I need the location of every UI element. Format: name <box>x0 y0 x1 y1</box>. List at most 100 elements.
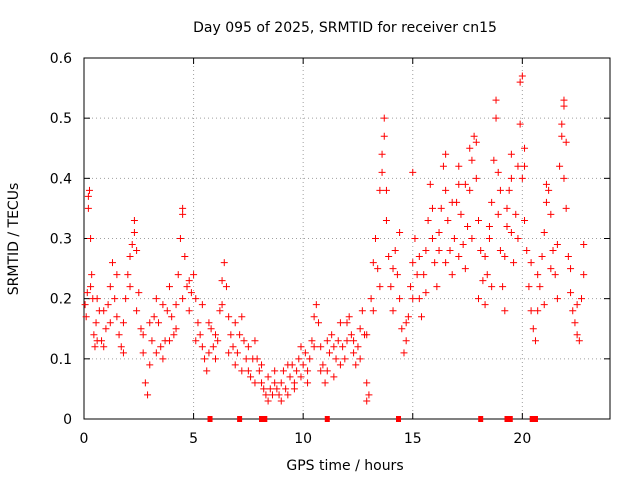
data-point <box>435 228 443 236</box>
data-point <box>448 271 456 279</box>
y-tick-label: 0.6 <box>50 51 72 67</box>
data-point <box>505 186 513 194</box>
data-point <box>135 289 143 297</box>
data-point <box>258 379 266 387</box>
data-point <box>402 319 410 327</box>
data-point <box>82 313 90 321</box>
data-point <box>540 301 548 309</box>
data-point <box>396 228 404 236</box>
zero-marker <box>324 416 330 422</box>
data-point <box>564 253 572 261</box>
data-point <box>304 367 312 375</box>
data-point <box>273 385 281 393</box>
data-point <box>470 132 478 140</box>
data-point <box>146 361 154 369</box>
data-point <box>317 367 325 375</box>
data-point <box>88 271 96 279</box>
data-point <box>518 72 526 80</box>
data-point <box>207 325 215 333</box>
data-point <box>214 337 222 345</box>
data-point <box>376 186 384 194</box>
data-point <box>494 210 502 218</box>
data-point <box>345 313 353 321</box>
data-point <box>488 283 496 291</box>
data-point <box>352 361 360 369</box>
y-tick-label: 0.1 <box>50 352 72 368</box>
data-point <box>542 198 550 206</box>
data-point <box>264 373 272 381</box>
data-point <box>514 235 522 242</box>
data-point <box>330 343 338 351</box>
data-point <box>448 198 456 206</box>
data-point <box>150 313 158 321</box>
data-point <box>475 216 482 224</box>
data-points <box>81 72 588 405</box>
zero-marker <box>532 416 538 422</box>
data-point <box>492 114 500 122</box>
data-point <box>409 168 417 176</box>
data-point <box>507 174 515 182</box>
data-point <box>514 162 522 170</box>
data-point <box>450 235 458 242</box>
data-point <box>415 295 423 303</box>
data-point <box>330 373 338 381</box>
data-point <box>534 271 542 279</box>
data-point <box>279 367 287 375</box>
data-point <box>521 162 529 170</box>
data-point <box>542 180 550 188</box>
data-point <box>529 325 537 333</box>
data-point <box>198 301 206 309</box>
data-point <box>106 319 114 327</box>
data-point <box>91 343 99 351</box>
zero-marker <box>259 416 265 422</box>
data-point <box>521 216 529 224</box>
data-point <box>209 343 217 351</box>
data-point <box>255 367 263 375</box>
data-point <box>168 313 176 321</box>
data-point <box>398 325 406 333</box>
data-point <box>367 295 375 303</box>
data-point <box>336 361 344 369</box>
data-point <box>157 343 165 351</box>
data-point <box>488 198 496 206</box>
data-point <box>163 307 171 315</box>
data-point <box>137 325 145 333</box>
data-point <box>477 247 485 255</box>
data-point <box>413 271 421 279</box>
data-point <box>258 361 266 369</box>
data-point <box>336 319 344 327</box>
zero-marker <box>507 416 513 422</box>
data-point <box>198 343 206 351</box>
data-point <box>560 96 568 104</box>
data-point <box>428 235 436 242</box>
data-point <box>115 331 123 339</box>
data-point <box>411 235 419 242</box>
data-point <box>400 349 408 357</box>
data-point <box>472 174 480 182</box>
data-point <box>496 186 504 194</box>
data-point <box>90 331 98 339</box>
data-point <box>446 247 454 255</box>
data-point <box>174 271 182 279</box>
data-point <box>264 397 272 405</box>
data-point <box>455 180 463 188</box>
data-point <box>317 343 325 351</box>
data-point <box>111 295 119 303</box>
zero-marker <box>396 416 402 422</box>
data-point <box>192 337 200 345</box>
data-point <box>350 349 358 357</box>
data-point <box>87 283 95 291</box>
data-point <box>141 379 149 387</box>
data-point <box>363 397 371 405</box>
zero-marker <box>478 416 484 422</box>
data-point <box>192 295 200 303</box>
data-point <box>334 337 342 345</box>
data-point <box>92 319 100 327</box>
data-point <box>277 379 285 387</box>
zero-marker <box>237 416 243 422</box>
data-point <box>238 367 246 375</box>
data-point <box>501 253 509 261</box>
data-point <box>201 355 209 363</box>
data-point <box>562 204 570 212</box>
